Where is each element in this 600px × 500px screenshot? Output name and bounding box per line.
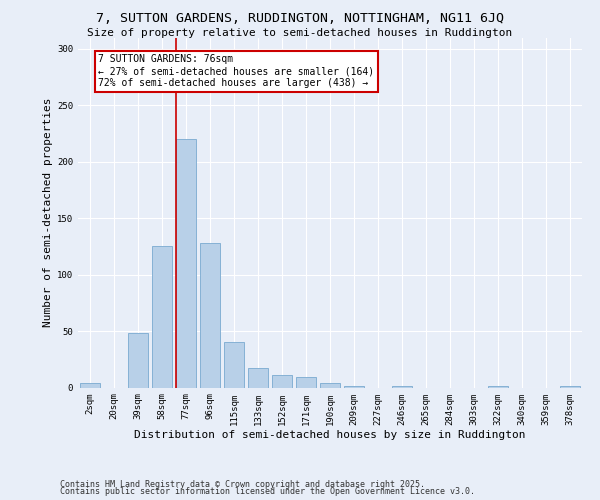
Text: 7 SUTTON GARDENS: 76sqm
← 27% of semi-detached houses are smaller (164)
72% of s: 7 SUTTON GARDENS: 76sqm ← 27% of semi-de…	[98, 54, 374, 88]
Text: Size of property relative to semi-detached houses in Ruddington: Size of property relative to semi-detach…	[88, 28, 512, 38]
Bar	[272, 375, 292, 388]
Bar	[128, 334, 148, 388]
Bar	[296, 378, 316, 388]
Bar	[560, 386, 580, 388]
Y-axis label: Number of semi-detached properties: Number of semi-detached properties	[43, 98, 53, 327]
Bar	[200, 243, 220, 388]
X-axis label: Distribution of semi-detached houses by size in Ruddington: Distribution of semi-detached houses by …	[134, 430, 526, 440]
Bar	[248, 368, 268, 388]
Text: Contains public sector information licensed under the Open Government Licence v3: Contains public sector information licen…	[60, 488, 475, 496]
Bar	[152, 246, 172, 388]
Bar	[80, 383, 100, 388]
Bar	[392, 386, 412, 388]
Bar	[176, 139, 196, 388]
Text: 7, SUTTON GARDENS, RUDDINGTON, NOTTINGHAM, NG11 6JQ: 7, SUTTON GARDENS, RUDDINGTON, NOTTINGHA…	[96, 12, 504, 26]
Bar	[488, 386, 508, 388]
Bar	[320, 383, 340, 388]
Bar	[224, 342, 244, 388]
Text: Contains HM Land Registry data © Crown copyright and database right 2025.: Contains HM Land Registry data © Crown c…	[60, 480, 425, 489]
Bar	[344, 386, 364, 388]
